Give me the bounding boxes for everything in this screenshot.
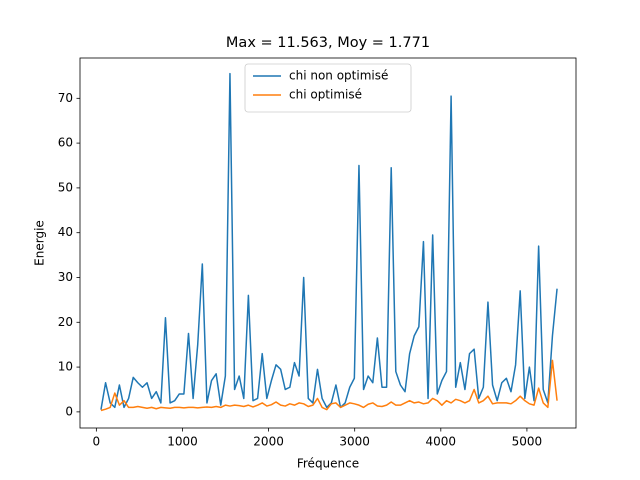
x-tick-label: 4000 [426,435,457,449]
y-axis-label: Energie [33,220,47,266]
legend: chi non optimisé chi optimisé [244,63,412,113]
legend-box [244,63,412,113]
x-tick-label: 2000 [253,435,284,449]
y-tick-label: 70 [58,91,73,105]
axes-frame [79,57,577,429]
y-tick-label: 0 [65,404,73,418]
y-tick-label: 10 [58,360,73,374]
x-tick-label: 0 [93,435,101,449]
y-tick-label: 40 [58,225,73,239]
x-tick-label: 5000 [512,435,543,449]
x-tick-label: 3000 [339,435,370,449]
x-axis-label: Fréquence [297,457,359,471]
y-tick-label: 20 [58,315,73,329]
legend-label: chi non optimisé [289,69,388,83]
x-tick-label: 1000 [167,435,198,449]
y-tick-label: 30 [58,270,73,284]
data-line [100,359,558,412]
data-line [100,72,558,410]
chart-title: Max = 11.563, Moy = 1.771 [226,35,430,51]
legend-label: chi optimisé [289,88,362,102]
y-tick-label: 50 [58,180,73,194]
y-tick-label: 60 [58,136,73,150]
